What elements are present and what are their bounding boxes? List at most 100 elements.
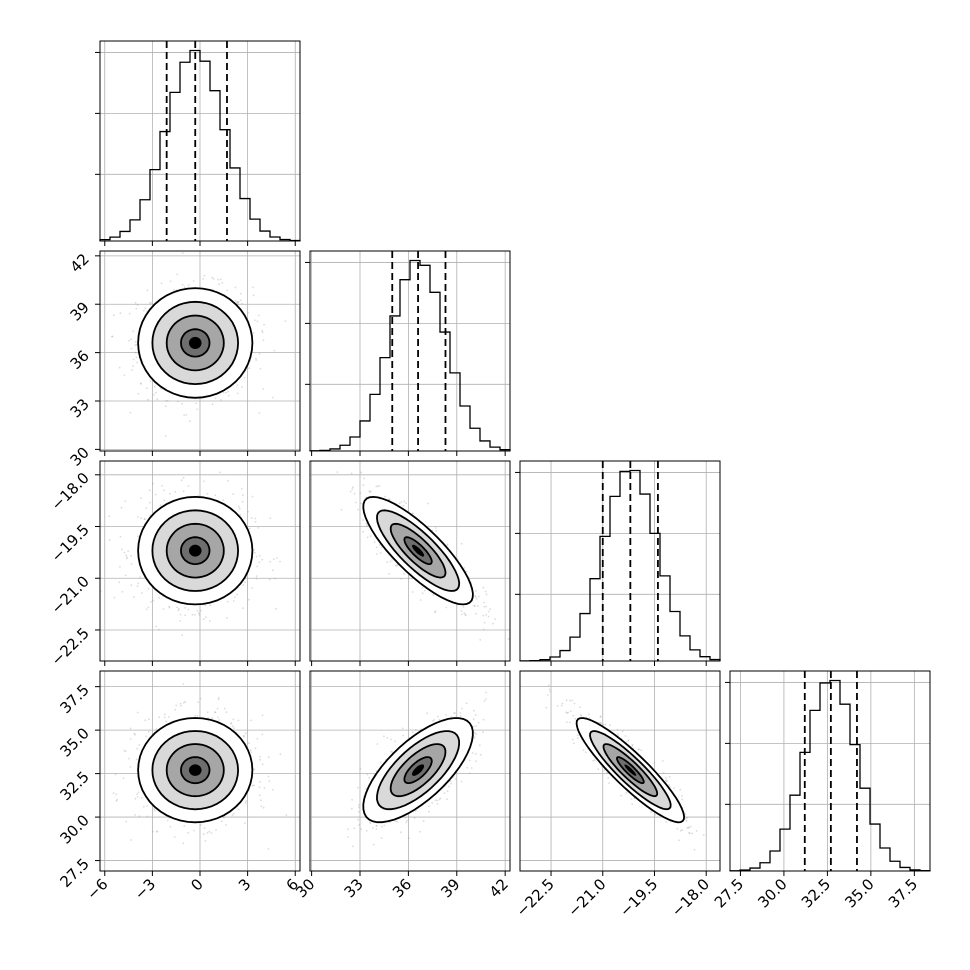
- scatter-point: [136, 304, 139, 306]
- scatter-point: [136, 585, 139, 588]
- scatter-point: [236, 593, 239, 596]
- scatter-point: [362, 519, 364, 521]
- scatter-point: [252, 332, 255, 334]
- scatter-point: [357, 804, 360, 806]
- scatter-point: [250, 751, 253, 753]
- scatter-point: [247, 311, 250, 314]
- scatter-point: [435, 529, 438, 532]
- scatter-point: [112, 792, 115, 795]
- scatter-point: [483, 601, 485, 604]
- scatter-point: [406, 819, 408, 822]
- scatter-point: [225, 392, 227, 394]
- scatter-point: [222, 499, 225, 501]
- scatter-point: [369, 822, 372, 824]
- scatter-point: [257, 527, 260, 529]
- scatter-point: [216, 707, 219, 710]
- scatter-point: [130, 584, 133, 587]
- scatter-point: [261, 763, 264, 766]
- scatter-point: [375, 553, 378, 555]
- scatter-point: [182, 476, 185, 479]
- scatter-point: [135, 758, 138, 761]
- scatter-point: [507, 638, 510, 640]
- scatter-point: [168, 605, 171, 608]
- scatter-point: [219, 278, 222, 280]
- scatter-point: [448, 785, 450, 788]
- scatter-point: [247, 510, 249, 513]
- scatter-point: [436, 803, 439, 805]
- histogram-panel-2-2: [515, 460, 721, 666]
- scatter-point: [422, 820, 425, 823]
- scatter-point: [255, 555, 258, 558]
- scatter-point: [445, 606, 448, 609]
- scatter-point: [108, 539, 111, 541]
- scatter-point: [154, 809, 156, 812]
- scatter-point: [211, 717, 214, 720]
- scatter-point: [355, 501, 357, 504]
- scatter-point: [135, 307, 138, 310]
- scatter-point: [360, 502, 362, 505]
- scatter-point: [125, 820, 128, 823]
- scatter-point: [256, 737, 259, 740]
- scatter-point: [384, 495, 386, 498]
- scatter-point: [473, 736, 476, 739]
- scatter-point: [206, 832, 209, 834]
- scatter-point: [474, 752, 477, 755]
- histogram-panel-0-0: [95, 40, 301, 246]
- scatter-point: [209, 604, 212, 607]
- scatter-point: [174, 490, 177, 493]
- scatter-point: [375, 824, 378, 827]
- scatter-point: [252, 784, 255, 787]
- scatter-point: [226, 289, 228, 292]
- density-panel-3-0: [95, 670, 301, 876]
- scatter-point: [240, 488, 243, 490]
- scatter-point: [279, 560, 281, 563]
- scatter-point: [238, 507, 241, 510]
- scatter-point: [391, 559, 393, 561]
- scatter-point: [131, 369, 133, 371]
- scatter-point: [389, 560, 392, 563]
- scatter-point: [269, 517, 272, 520]
- scatter-point: [372, 827, 374, 829]
- scatter-point: [386, 737, 389, 739]
- scatter-point: [134, 301, 137, 304]
- scatter-point: [403, 572, 405, 575]
- scatter-point: [377, 485, 379, 488]
- scatter-point: [162, 608, 165, 610]
- scatter-point: [146, 805, 148, 807]
- scatter-point: [148, 489, 151, 492]
- scatter-point: [347, 828, 349, 831]
- histogram-step: [519, 469, 721, 662]
- scatter-point: [118, 581, 121, 584]
- scatter-point: [214, 397, 217, 400]
- scatter-point: [482, 586, 485, 589]
- scatter-point: [168, 716, 170, 718]
- density-panel-3-1: [309, 670, 511, 876]
- scatter-point: [145, 507, 148, 510]
- scatter-point: [483, 621, 486, 624]
- scatter-point: [259, 794, 261, 797]
- scatter-point: [462, 606, 465, 608]
- scatter-point: [123, 374, 126, 377]
- scatter-point: [485, 593, 488, 596]
- scatter-point: [158, 716, 160, 719]
- scatter-point: [197, 701, 200, 703]
- scatter-point: [431, 801, 434, 804]
- scatter-point: [252, 286, 254, 289]
- scatter-point: [142, 805, 145, 808]
- contour-line: [151, 509, 240, 592]
- scatter-point: [225, 711, 228, 714]
- scatter-point: [432, 720, 434, 722]
- scatter-point: [477, 605, 479, 607]
- scatter-point: [134, 797, 137, 800]
- scatter-point: [492, 622, 494, 625]
- scatter-point: [212, 277, 215, 280]
- scatter-point: [407, 577, 410, 580]
- scatter-point: [155, 728, 158, 731]
- scatter-point: [194, 613, 196, 616]
- scatter-point: [569, 721, 571, 724]
- scatter-point: [136, 361, 138, 364]
- scatter-point: [260, 805, 263, 808]
- scatter-point: [472, 718, 475, 721]
- scatter-point: [231, 725, 234, 728]
